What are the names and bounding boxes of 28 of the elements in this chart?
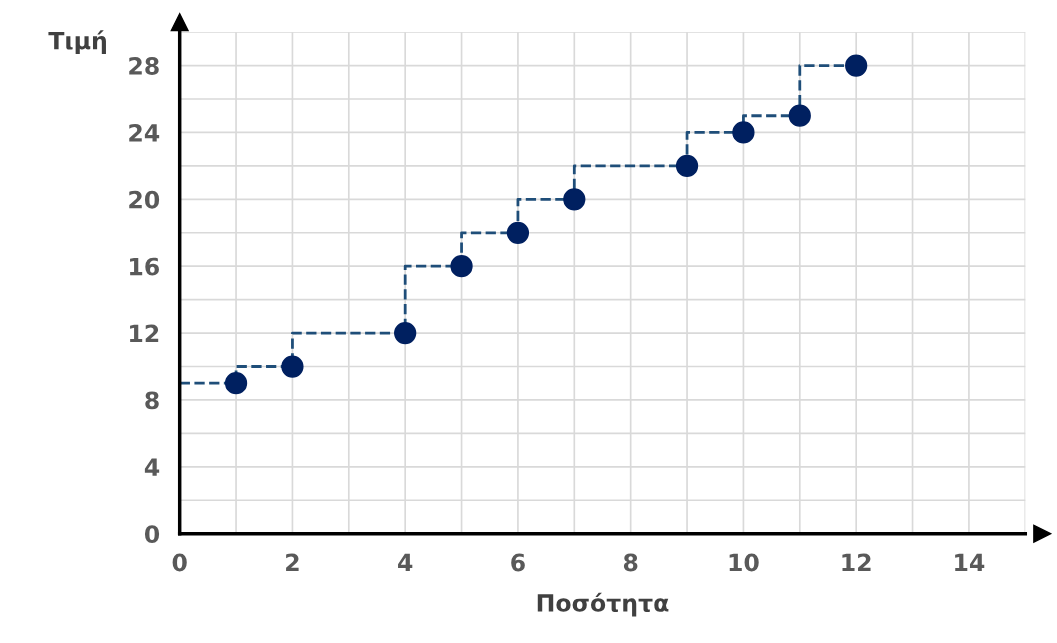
x-tick-label: 6: [511, 553, 525, 572]
point: [506, 221, 530, 244]
y-tick-label: 0: [144, 525, 160, 543]
point: [224, 372, 248, 395]
point: [450, 255, 473, 278]
x-tick-label: 14: [955, 553, 985, 572]
x-tick-label: 2: [286, 553, 299, 572]
x-tick-label: 0: [172, 553, 187, 572]
x-tick-label: 4: [398, 553, 413, 572]
point: [281, 355, 304, 378]
x-tick-label: 10: [729, 553, 759, 572]
point: [732, 121, 755, 144]
point: [675, 154, 699, 178]
x-axis-title: Ποσότητα: [537, 592, 669, 617]
point: [394, 321, 417, 345]
y-tick-label: 28: [129, 57, 159, 75]
y-axis-title: Τιμή: [48, 30, 106, 55]
y-tick-label: 12: [130, 324, 159, 343]
y-tick-label: 4: [144, 458, 160, 476]
y-tick-label: 16: [130, 257, 159, 276]
x-tick-label: 8: [623, 553, 638, 572]
y-tick-label: 24: [129, 123, 160, 142]
point: [788, 104, 811, 127]
x-tick-label: 12: [842, 553, 871, 572]
point: [845, 54, 868, 77]
point: [563, 188, 586, 211]
y-tick-label: 20: [129, 190, 160, 209]
y-tick-label: 8: [145, 391, 159, 410]
